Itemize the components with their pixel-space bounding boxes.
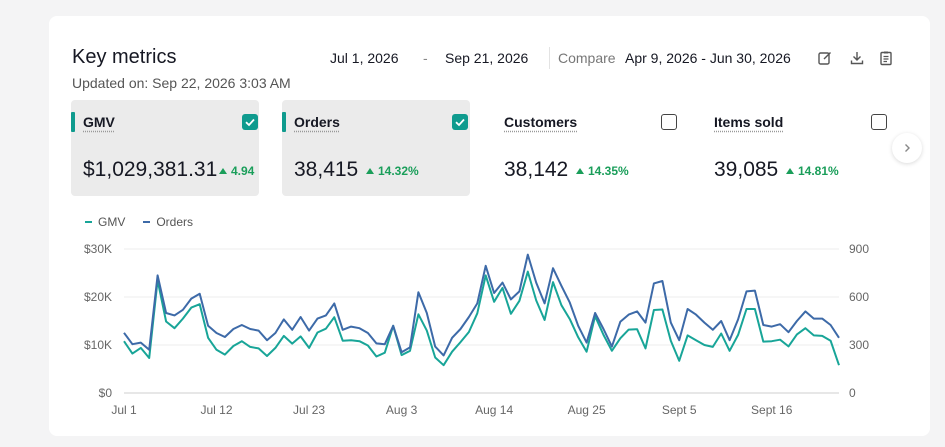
date-separator: - <box>423 50 428 66</box>
x-tick-label: Aug 14 <box>475 403 513 417</box>
y-right-tick-label: 300 <box>849 338 869 352</box>
metric-value: 38,142 <box>504 158 569 181</box>
legend-swatch <box>143 221 151 223</box>
x-tick-label: Sept 5 <box>662 403 697 417</box>
metric-label: Customers <box>504 114 578 130</box>
x-tick-label: Aug 25 <box>568 403 606 417</box>
clipboard-icon[interactable] <box>878 50 894 66</box>
metric-checkbox-items-sold[interactable] <box>871 114 887 130</box>
x-tick-label: Jul 23 <box>293 403 325 417</box>
metric-value: 39,085 <box>714 158 779 181</box>
metric-card-customers[interactable]: Customers 38,142 14.35% <box>482 100 677 196</box>
line-chart: $0 0 $10K 300 $20K 600 $30K 900 Jul 1 Jul 12 Jul 2… <box>84 242 869 417</box>
up-arrow-icon <box>786 168 794 174</box>
y-right-tick-label: 900 <box>849 242 869 256</box>
updated-timestamp: Updated on: Sep 22, 2026 3:03 AM <box>72 75 291 91</box>
series-line-orders <box>123 253 840 357</box>
y-left-tick-label: $10K <box>84 338 112 352</box>
x-tick-label: Sept 16 <box>751 403 793 417</box>
page-title: Key metrics <box>72 46 177 68</box>
legend-swatch <box>85 221 92 223</box>
date-end[interactable]: Sep 21, 2026 <box>445 50 529 66</box>
up-arrow-icon <box>576 168 584 174</box>
metric-checkbox-orders[interactable] <box>452 114 468 130</box>
metric-label: Items sold <box>714 114 784 130</box>
metric-value: 38,415 <box>294 158 359 181</box>
metric-indicator <box>71 112 75 132</box>
series-line-gmv <box>123 270 840 367</box>
chevron-right-icon <box>905 144 910 152</box>
download-icon[interactable] <box>849 50 865 66</box>
compare-range[interactable]: Apr 9, 2026 - Jun 30, 2026 <box>625 50 791 66</box>
y-right-tick-label: 0 <box>849 386 856 400</box>
metric-value: $1,029,381.31 <box>83 158 218 181</box>
date-start[interactable]: Jul 1, 2026 <box>330 50 399 66</box>
up-arrow-icon <box>219 168 227 174</box>
metric-card-items-sold[interactable]: Items sold 39,085 14.81% <box>692 100 887 196</box>
metric-checkbox-customers[interactable] <box>661 114 677 130</box>
next-metrics-button[interactable] <box>892 133 922 163</box>
metric-delta: 4.94 <box>219 164 254 178</box>
metric-delta: 14.35% <box>576 164 629 178</box>
x-tick-label: Jul 1 <box>111 403 137 417</box>
edit-icon[interactable] <box>817 50 833 66</box>
y-left-tick-label: $0 <box>99 386 113 400</box>
key-metrics-card: Key metrics Updated on: Sep 22, 2026 3:0… <box>49 16 930 436</box>
metric-label: GMV <box>83 114 115 130</box>
metric-label: Orders <box>294 114 340 130</box>
metric-delta: 14.81% <box>786 164 839 178</box>
metric-delta: 14.32% <box>366 164 419 178</box>
y-right-tick-label: 600 <box>849 290 869 304</box>
chart-legend: GMV Orders <box>85 215 193 229</box>
metric-card-orders[interactable]: Orders 38,415 14.32% <box>282 100 470 196</box>
x-tick-label: Jul 12 <box>201 403 233 417</box>
legend-label: Orders <box>156 215 194 229</box>
check-icon <box>455 118 465 127</box>
legend-item-gmv[interactable]: GMV <box>85 215 125 229</box>
metric-card-gmv[interactable]: GMV $1,029,381.31 4.94 <box>71 100 259 196</box>
x-tick-label: Aug 3 <box>386 403 418 417</box>
metric-checkbox-gmv[interactable] <box>242 114 258 130</box>
legend-item-orders[interactable]: Orders <box>143 215 193 229</box>
up-arrow-icon <box>366 168 374 174</box>
y-left-tick-label: $30K <box>84 242 112 256</box>
check-icon <box>245 118 255 127</box>
compare-label: Compare <box>558 50 616 66</box>
legend-label: GMV <box>98 215 126 229</box>
divider <box>549 47 550 69</box>
y-left-tick-label: $20K <box>84 290 112 304</box>
metric-indicator <box>282 112 286 132</box>
